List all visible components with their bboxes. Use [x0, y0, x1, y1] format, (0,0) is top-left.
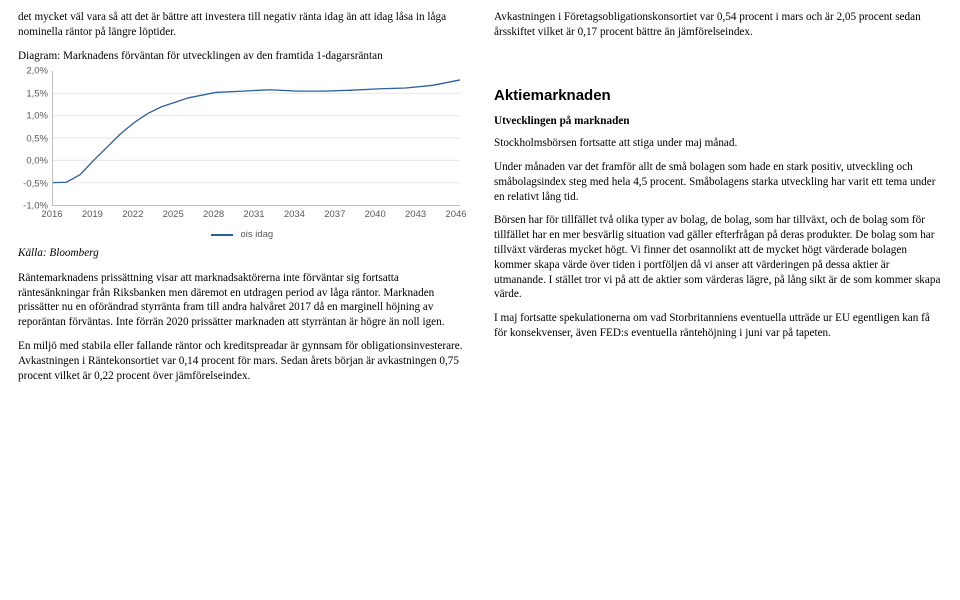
chart-ytick: 1,0% [18, 111, 48, 122]
subheading: Utvecklingen på marknaden [494, 114, 942, 129]
intro-paragraph: det mycket väl vara så att det är bättre… [18, 10, 466, 40]
chart-title: Diagram: Marknadens förväntan för utveck… [18, 49, 466, 64]
legend-label: ois idag [240, 229, 273, 240]
body-paragraph: Räntemarknadens prissättning visar att m… [18, 271, 466, 330]
line-chart: 2,0%1,5%1,0%0,5%0,0%-0,5%-1,0% 201620192… [18, 67, 466, 242]
body-paragraph: Stockholmsbörsen fortsatte att stiga und… [494, 136, 942, 151]
body-paragraph: En miljö med stabila eller fallande ränt… [18, 339, 466, 383]
body-paragraph: Under månaden var det framför allt de sm… [494, 160, 942, 204]
chart-xtick: 2040 [365, 209, 386, 220]
chart-xtick: 2034 [284, 209, 305, 220]
chart-ytick: 1,5% [18, 88, 48, 99]
chart-xtick: 2037 [324, 209, 345, 220]
chart-xtick: 2043 [405, 209, 426, 220]
chart-xtick: 2046 [445, 209, 466, 220]
chart-xtick: 2025 [163, 209, 184, 220]
chart-ytick: 0,0% [18, 156, 48, 167]
chart-line-svg [53, 71, 460, 205]
body-paragraph: Börsen har för tillfället två olika type… [494, 213, 942, 302]
chart-source: Källa: Bloomberg [18, 246, 466, 261]
chart-xtick: 2022 [122, 209, 143, 220]
legend-swatch [211, 234, 233, 236]
section-heading: Aktiemarknaden [494, 87, 942, 104]
chart-xtick: 2016 [41, 209, 62, 220]
body-paragraph: Avkastningen i Företagsobligationskonsor… [494, 10, 942, 40]
chart-xtick: 2031 [243, 209, 264, 220]
chart-legend: ois idag [18, 229, 466, 240]
chart-xtick: 2028 [203, 209, 224, 220]
chart-ytick: -0,5% [18, 178, 48, 189]
body-paragraph: I maj fortsatte spekulationerna om vad S… [494, 311, 942, 341]
chart-xtick: 2019 [82, 209, 103, 220]
chart-ytick: 2,0% [18, 66, 48, 77]
chart-plot-area [52, 71, 460, 206]
chart-ytick: 0,5% [18, 133, 48, 144]
